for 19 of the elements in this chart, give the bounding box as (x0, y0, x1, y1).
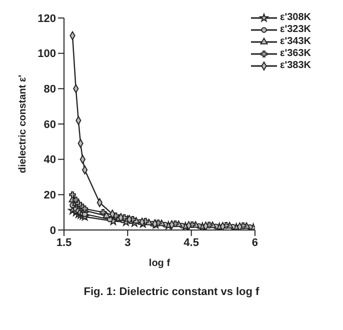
y-tick-label: 120 (38, 12, 56, 25)
legend-label: ε'363K (280, 48, 311, 59)
y-tick-label: 40 (44, 154, 56, 166)
x-tick-label: 6 (252, 236, 258, 249)
legend-label: ε'383K (280, 60, 311, 71)
legend-label: ε'323K (280, 24, 311, 35)
legend-label: ε'308K (280, 12, 311, 23)
x-tick-label: 4.5 (184, 236, 199, 249)
caption: Fig. 1: Dielectric constant vs log f (82, 286, 260, 298)
y-tick-label: 100 (38, 48, 56, 60)
x-tick-label: 1.5 (56, 236, 72, 249)
y-axis-title: dielectric constant ε' (18, 74, 29, 174)
y-tick-label: 0 (50, 224, 56, 237)
x-tick-label: 3 (124, 236, 131, 249)
y-tick-label: 60 (44, 118, 56, 131)
y-tick-label: 20 (44, 190, 56, 202)
x-axis-title: log f (148, 258, 171, 269)
y-tick-label: 80 (44, 84, 56, 96)
legend-label: ε'343K (280, 36, 311, 47)
